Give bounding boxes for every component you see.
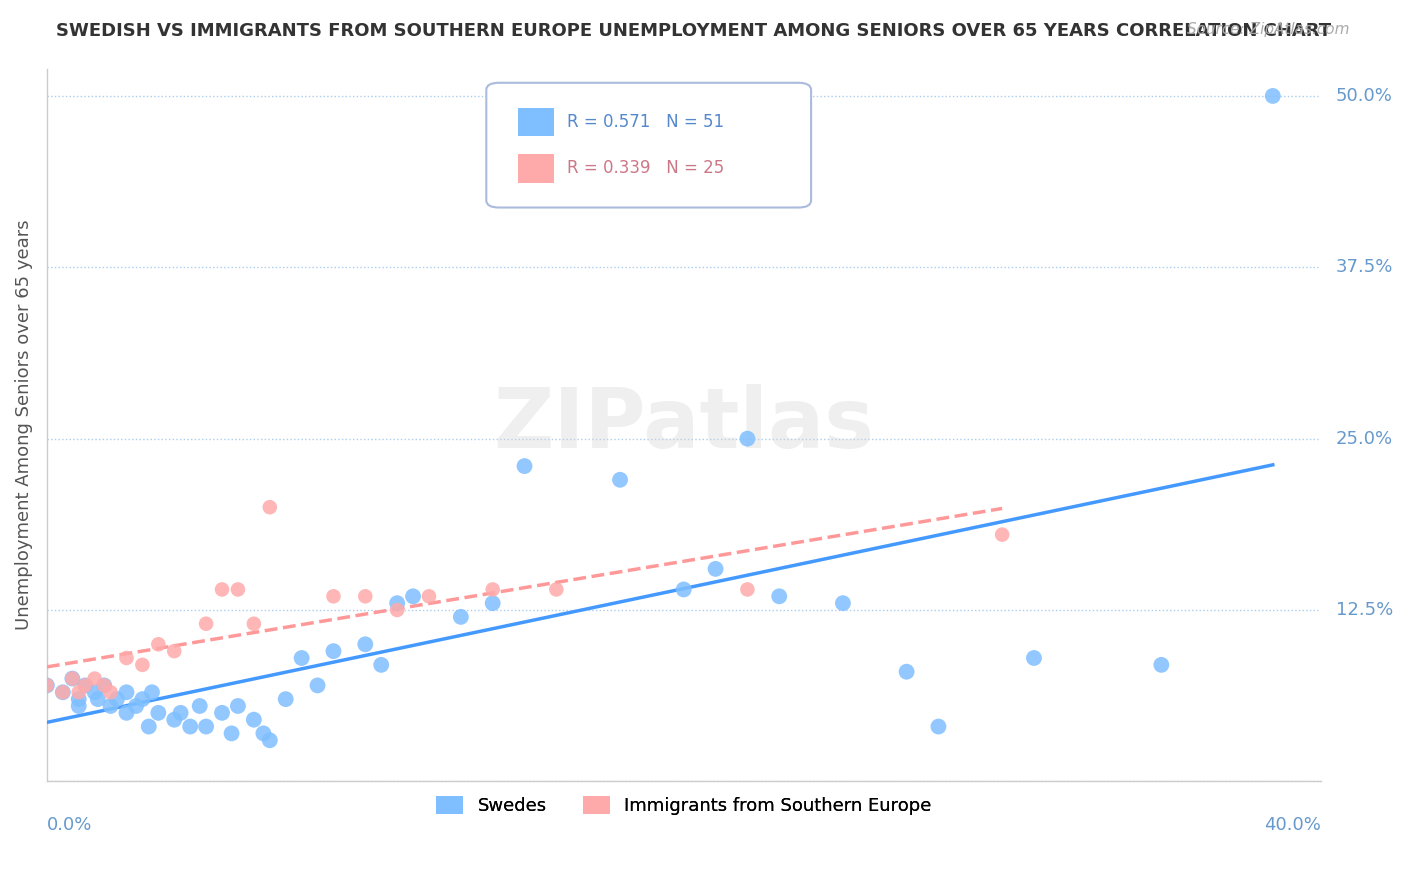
Point (179, 720, 201, 734)
Text: R = 0.571   N = 51: R = 0.571 N = 51 (567, 113, 724, 131)
Point (991, 527, 1014, 541)
Point (148, 706, 170, 720)
Point (169, 706, 191, 720)
Point (226, 698, 249, 713)
Point (307, 678, 329, 692)
Legend: Swedes, Immigrants from Southern Europe: Swedes, Immigrants from Southern Europe (429, 789, 939, 822)
Point (115, 651, 138, 665)
Point (259, 500, 281, 515)
Point (93, 678, 115, 692)
Point (370, 657, 392, 672)
Point (672, 582, 695, 597)
Point (87, 692, 110, 706)
Point (354, 590, 377, 604)
Bar (519, 154, 554, 183)
Point (481, 582, 503, 597)
Point (226, 582, 249, 597)
Point (115, 706, 138, 720)
Text: 37.5%: 37.5% (1336, 259, 1393, 277)
Point (67, 685, 90, 699)
Point (138, 720, 160, 734)
Point (1022, 651, 1045, 665)
Point (195, 616, 218, 631)
Bar (519, 108, 554, 136)
Point (243, 713, 266, 727)
Point (131, 692, 153, 706)
Point (60, 672, 83, 686)
Point (609, 473, 631, 487)
Point (354, 637, 377, 651)
Point (100, 698, 122, 713)
Point (450, 610, 472, 624)
Point (35, 678, 58, 692)
Point (100, 685, 122, 699)
Point (163, 713, 186, 727)
Point (1150, 657, 1173, 672)
Point (93, 678, 115, 692)
Point (513, 459, 536, 474)
Point (115, 685, 138, 699)
Point (60, 672, 83, 686)
Point (927, 720, 949, 734)
Text: R = 0.339   N = 25: R = 0.339 N = 25 (567, 160, 724, 178)
Point (737, 582, 759, 597)
Point (83, 672, 105, 686)
Point (163, 644, 186, 658)
Point (188, 698, 211, 713)
Point (52, 685, 75, 699)
Point (75, 678, 97, 692)
Point (131, 657, 153, 672)
Text: Source: ZipAtlas.com: Source: ZipAtlas.com (1187, 22, 1350, 37)
Point (148, 637, 170, 651)
Point (67, 692, 90, 706)
Point (737, 432, 759, 446)
Point (322, 644, 344, 658)
Point (125, 698, 148, 713)
Point (704, 562, 727, 576)
Point (896, 665, 918, 679)
Point (52, 685, 75, 699)
Point (252, 726, 274, 740)
Text: 50.0%: 50.0% (1336, 87, 1393, 105)
Point (291, 651, 314, 665)
Point (322, 590, 344, 604)
Point (259, 733, 281, 747)
Point (481, 596, 503, 610)
Text: ZIPatlas: ZIPatlas (494, 384, 875, 466)
Point (418, 590, 440, 604)
Point (546, 582, 568, 597)
Point (768, 590, 790, 604)
FancyBboxPatch shape (486, 83, 811, 208)
Text: 40.0%: 40.0% (1264, 815, 1320, 834)
Text: 25.0%: 25.0% (1336, 430, 1393, 448)
Point (211, 582, 233, 597)
Text: SWEDISH VS IMMIGRANTS FROM SOUTHERN EUROPE UNEMPLOYMENT AMONG SENIORS OVER 65 YE: SWEDISH VS IMMIGRANTS FROM SOUTHERN EURO… (56, 22, 1331, 40)
Point (274, 692, 297, 706)
Point (75, 678, 97, 692)
Point (141, 685, 163, 699)
Point (832, 596, 855, 610)
Point (35, 678, 58, 692)
Point (243, 616, 266, 631)
Point (105, 692, 128, 706)
Point (221, 726, 243, 740)
Point (195, 720, 218, 734)
Point (83, 685, 105, 699)
Point (1261, 89, 1284, 103)
Point (385, 596, 408, 610)
Point (67, 698, 90, 713)
Y-axis label: Unemployment Among Seniors over 65 years: Unemployment Among Seniors over 65 years (15, 219, 32, 631)
Text: 12.5%: 12.5% (1336, 601, 1393, 619)
Text: 0.0%: 0.0% (46, 815, 93, 834)
Point (385, 603, 408, 617)
Point (211, 706, 233, 720)
Point (402, 590, 425, 604)
